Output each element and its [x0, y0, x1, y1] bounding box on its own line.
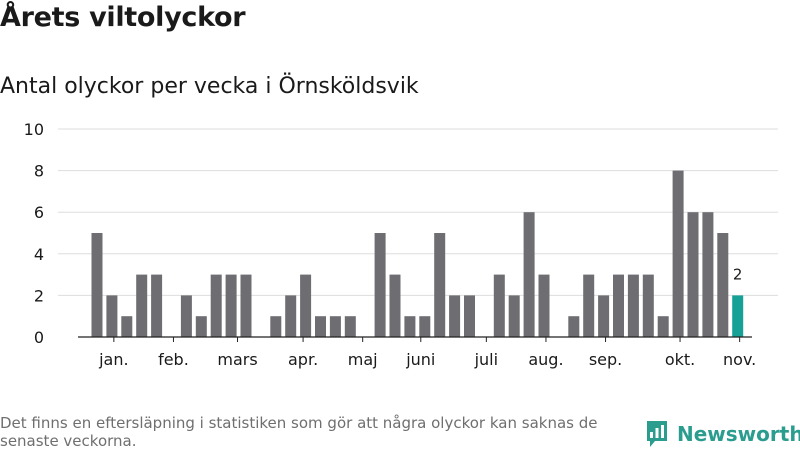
y-tick-label: 10: [24, 120, 44, 139]
newsworthy-logo-icon: [647, 421, 667, 447]
brand-name: Newsworthy: [677, 422, 800, 446]
x-tick-label: okt.: [665, 350, 695, 369]
footnote: Det finns en eftersläpning i statistiken…: [0, 414, 598, 450]
x-tick-label: juli: [474, 350, 498, 369]
y-tick-label: 8: [34, 162, 44, 181]
bar-week-25: [449, 295, 461, 337]
bar-week-43: [717, 233, 729, 337]
bar-week-38: [642, 274, 654, 337]
bar-week-33: [568, 316, 580, 337]
chart-subtitle: Antal olyckor per vecka i Örnsköldsvik: [0, 74, 419, 99]
bar-week-17: [329, 316, 341, 337]
bar-week-9: [210, 274, 222, 337]
bar-week-21: [389, 274, 401, 337]
bar-week-34: [583, 274, 595, 337]
bar-week-30: [523, 212, 535, 337]
bar-week-5: [151, 274, 163, 337]
chart-title: Årets viltolyckor: [0, 2, 246, 33]
y-tick-label: 4: [34, 245, 44, 264]
bar-week-8: [195, 316, 207, 337]
y-tick-label: 0: [34, 328, 44, 347]
x-tick-label: jan.: [98, 350, 128, 369]
x-tick-label: juni: [405, 350, 435, 369]
bar-week-20: [374, 233, 386, 337]
y-axis-ticks: 0 2 4 6 8 10: [24, 120, 44, 347]
bar-week-35: [598, 295, 610, 337]
brand-logo[interactable]: Newsworthy: [645, 418, 800, 450]
bar-week-42: [702, 212, 714, 337]
bar-week-10: [225, 274, 237, 337]
bar-week-4: [136, 274, 148, 337]
y-tick-label: 6: [34, 203, 44, 222]
x-axis: jan. feb. mars apr. maj juni juli aug. sep. okt. n…: [78, 336, 756, 369]
bar-week-31: [538, 274, 550, 337]
x-tick-label: apr.: [288, 350, 318, 369]
bar-week-15: [300, 274, 312, 337]
x-tick-label: nov.: [723, 350, 756, 369]
bar-week-24: [434, 233, 446, 337]
bar-week-3: [121, 316, 133, 337]
data-label: 2: [733, 265, 743, 283]
bar-week-26: [464, 295, 475, 337]
bar-week-28: [493, 274, 505, 337]
y-tick-label: 2: [34, 286, 44, 305]
bar-week-13: [270, 316, 282, 337]
x-tick-label: maj: [348, 350, 378, 369]
bar-week-22: [404, 316, 416, 337]
bars: [91, 170, 744, 337]
bar-week-29: [508, 295, 520, 337]
grid-lines: [58, 128, 778, 296]
x-tick-label: aug.: [528, 350, 563, 369]
data-labels: 2: [733, 265, 743, 283]
bar-week-41: [687, 212, 699, 337]
bar-week-40: [672, 170, 684, 337]
bar-chart: 0 2 4 6 8 10 2 jan. feb. mars apr. maj juni juli aug…: [24, 120, 778, 369]
bar-week-18: [344, 316, 356, 337]
bar-week-14: [285, 295, 297, 337]
bar-week-7: [180, 295, 192, 337]
x-tick-label: mars: [217, 350, 257, 369]
bar-week-1: [91, 233, 103, 337]
bar-week-44: [732, 295, 744, 337]
bar-week-11: [240, 274, 252, 337]
bar-week-16: [315, 316, 326, 337]
bar-week-23: [419, 316, 431, 337]
bar-week-37: [627, 274, 639, 337]
x-tick-label: feb.: [158, 350, 189, 369]
x-tick-label: sep.: [589, 350, 622, 369]
bar-week-36: [613, 274, 624, 337]
bar-week-2: [106, 295, 118, 337]
bar-week-39: [657, 316, 669, 337]
